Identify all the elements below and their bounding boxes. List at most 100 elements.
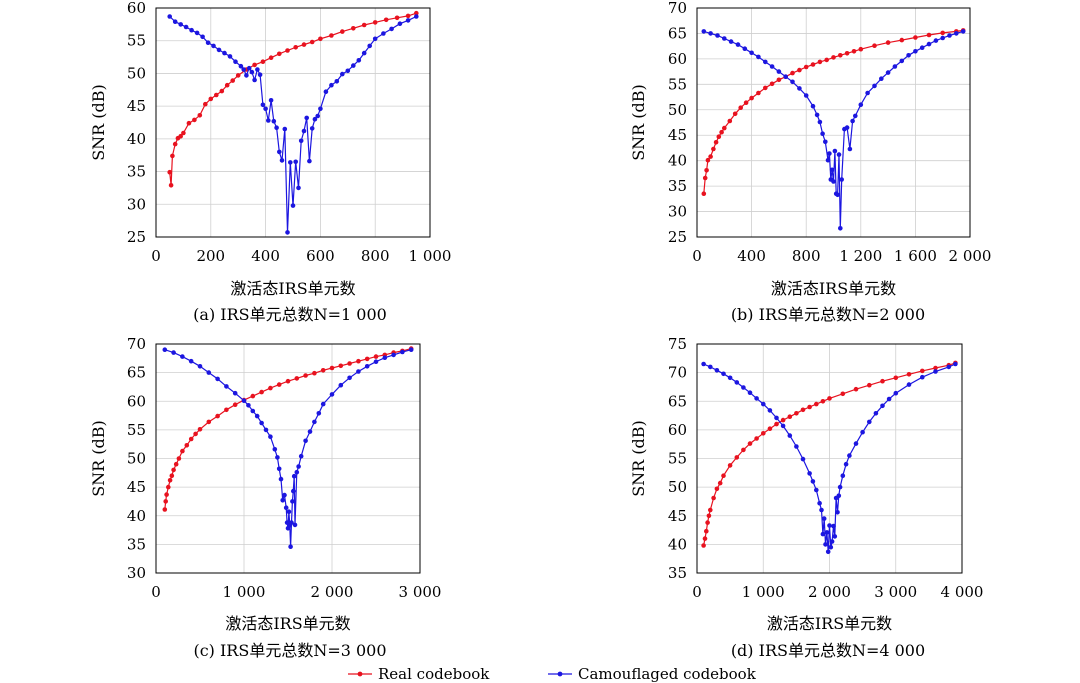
data-point-camouflaged-codebook [266,118,271,123]
data-point-camouflaged-codebook [701,29,707,34]
data-point-camouflaged-codebook [867,419,872,425]
data-point-camouflaged-codebook [817,119,823,125]
data-point-real-codebook [708,507,713,513]
data-point-real-codebook [252,62,257,68]
data-point-camouflaged-codebook [290,499,295,504]
data-point-camouflaged-codebook [913,49,918,54]
y-tick-label: 40 [127,130,146,148]
x-tick-label: 2 000 [949,247,992,265]
x-tick-label: 2 000 [311,583,354,601]
data-point-camouflaged-codebook [814,487,819,493]
x-tick-label: 1 000 [742,583,785,601]
data-point-real-codebook [880,378,885,384]
data-point-camouflaged-codebook [238,63,244,69]
data-point-camouflaged-codebook [215,376,220,382]
y-axis-label: SNR (dB) [629,420,648,497]
data-point-real-codebook [164,492,169,497]
data-point-real-codebook [738,105,743,110]
data-point-camouflaged-codebook [829,539,835,544]
y-tick-label: 25 [668,228,687,246]
data-point-camouflaged-codebook [761,401,766,407]
data-point-real-codebook [817,59,823,65]
legend-marker-real [357,671,363,677]
data-point-camouflaged-codebook [899,58,905,64]
data-point-camouflaged-codebook [825,549,831,555]
data-point-camouflaged-codebook [162,347,168,353]
data-point-real-codebook [405,13,411,19]
x-tick-label: 4 000 [941,583,984,601]
data-point-real-codebook [794,411,799,416]
data-point-real-codebook [763,85,768,91]
data-point-real-codebook [340,29,345,34]
data-point-real-codebook [259,389,264,395]
data-point-camouflaged-codebook [847,146,853,152]
data-point-camouflaged-codebook [274,125,279,130]
data-point-real-codebook [163,499,168,504]
data-point-real-codebook [176,456,182,461]
data-point-real-codebook [940,30,945,36]
data-point-camouflaged-codebook [839,177,844,182]
x-axis-label: 激活态IRS单元数 [230,279,355,298]
data-point-camouflaged-codebook [820,131,825,136]
data-point-real-codebook [351,26,356,31]
data-point-real-codebook [224,407,229,413]
plot-frame [696,7,971,238]
data-point-real-codebook [807,404,812,410]
data-point-real-codebook [224,82,230,88]
y-tick-label: 30 [668,203,687,221]
data-point-real-codebook [170,153,175,159]
data-point-real-codebook [913,35,918,40]
data-point-camouflaged-codebook [180,354,185,359]
data-point-real-codebook [787,414,793,420]
data-point-camouflaged-codebook [304,115,310,121]
data-point-camouflaged-codebook [197,364,203,369]
data-point-real-codebook [893,375,899,381]
data-point-camouflaged-codebook [708,364,713,370]
data-point-real-codebook [250,393,256,399]
data-point-real-codebook [197,427,203,432]
data-point-camouflaged-codebook [885,70,891,75]
data-point-camouflaged-codebook [282,126,288,132]
data-point-camouflaged-codebook [233,59,238,64]
data-point-camouflaged-codebook [260,102,266,108]
data-point-camouflaged-codebook [312,419,317,425]
data-point-real-codebook [767,426,773,432]
plot-frame [155,343,421,574]
data-point-camouflaged-codebook [275,455,280,460]
data-point-camouflaged-codebook [831,523,836,529]
data-point-camouflaged-codebook [747,390,753,396]
data-point-real-codebook [173,461,179,467]
data-point-real-codebook [168,183,174,188]
data-point-camouflaged-codebook [926,41,932,47]
data-point-real-codebook [329,33,334,38]
data-point-camouflaged-codebook [774,415,779,421]
data-point-camouflaged-codebook [381,31,386,36]
data-point-real-codebook [867,382,872,388]
data-point-real-codebook [747,441,753,446]
data-point-camouflaged-codebook [946,364,952,370]
data-point-real-codebook [711,146,716,152]
data-point-real-codebook [756,90,761,96]
data-point-real-codebook [838,53,843,58]
data-point-real-codebook [800,407,806,413]
plot-frame [155,7,431,238]
data-point-camouflaged-codebook [835,192,840,198]
data-point-real-codebook [347,361,352,366]
data-point-camouflaged-codebook [827,151,832,156]
data-point-real-codebook [704,168,709,173]
data-point-camouflaged-codebook [823,139,828,145]
data-point-real-codebook [899,37,905,43]
data-point-camouflaged-codebook [307,429,313,434]
data-point-camouflaged-codebook [810,479,816,484]
data-point-camouflaged-codebook [722,36,727,41]
x-tick-label: 400 [737,247,766,265]
x-tick-label: 800 [792,247,821,265]
data-point-real-codebook [285,378,291,384]
x-tick-label: 3 000 [399,583,442,601]
data-point-camouflaged-codebook [776,69,782,74]
y-axis-label: SNR (dB) [629,84,648,161]
data-point-real-codebook [268,385,273,391]
data-point-real-codebook [394,15,400,21]
data-point-real-codebook [810,62,816,67]
data-point-real-codebook [780,417,786,423]
